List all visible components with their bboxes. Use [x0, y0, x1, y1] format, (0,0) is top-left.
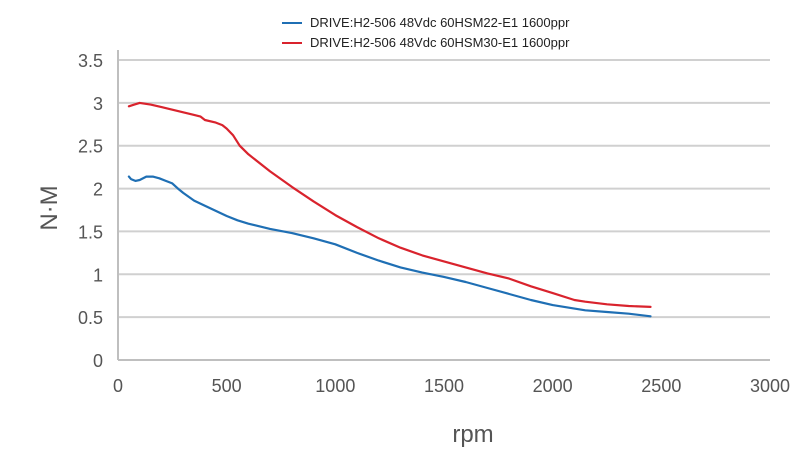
x-axis-title: rpm — [452, 421, 493, 448]
x-tick-label: 2500 — [641, 376, 681, 396]
series-line-2 — [127, 101, 652, 308]
legend-label-series-2: DRIVE:H2-506 48Vdc 60HSM30-E1 1600ppr — [310, 35, 570, 50]
x-tick-label: 3000 — [750, 376, 790, 396]
x-tick-label: 1000 — [315, 376, 355, 396]
x-tick-label: 2000 — [533, 376, 573, 396]
y-tick-label: 0 — [93, 351, 103, 371]
series-line-1 — [127, 175, 652, 318]
y-tick-label: 3 — [93, 94, 103, 114]
y-tick-label: 1.5 — [78, 222, 103, 242]
plot-series — [127, 101, 652, 318]
x-tick-label: 500 — [212, 376, 242, 396]
y-tick-label: 0.5 — [78, 308, 103, 328]
y-tick-label: 2 — [93, 180, 103, 200]
y-axis-ticks: 0 0.5 1 1.5 2 2.5 3 3.5 — [78, 51, 103, 371]
y-axis-title: N·M — [36, 185, 63, 230]
x-tick-label: 1500 — [424, 376, 464, 396]
axes — [117, 50, 770, 361]
x-tick-label: 0 — [113, 376, 123, 396]
y-tick-label: 3.5 — [78, 51, 103, 71]
y-tick-label: 2.5 — [78, 137, 103, 157]
legend: DRIVE:H2-506 48Vdc 60HSM22-E1 1600ppr DR… — [282, 15, 570, 50]
x-axis-ticks: 0 500 1000 1500 2000 2500 3000 — [113, 376, 790, 396]
gridlines — [118, 59, 770, 319]
legend-label-series-1: DRIVE:H2-506 48Vdc 60HSM22-E1 1600ppr — [310, 15, 570, 30]
y-tick-label: 1 — [93, 265, 103, 285]
